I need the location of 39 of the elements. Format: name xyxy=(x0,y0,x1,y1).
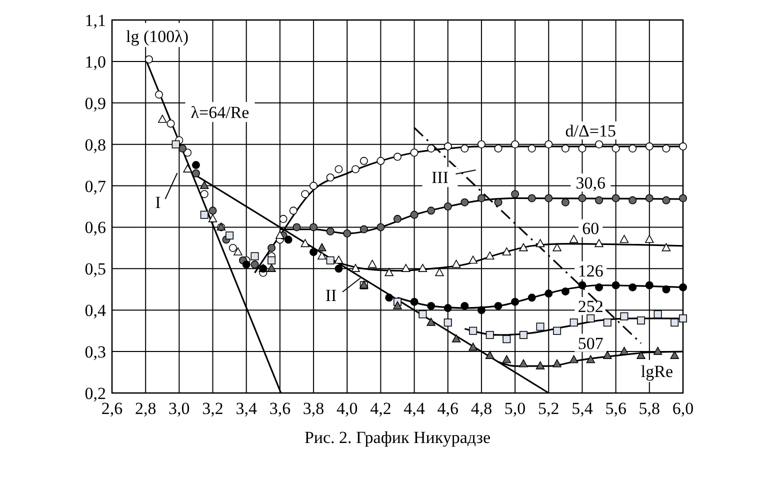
y-tick-label: 0,4 xyxy=(84,301,106,320)
series-label: 30,6 xyxy=(576,174,606,193)
series-label: d/Δ=15 xyxy=(565,121,616,140)
x-tick-label: 4,0 xyxy=(336,399,358,418)
x-tick-label: 4,6 xyxy=(437,399,459,418)
y-tick-label: 0,8 xyxy=(84,135,106,154)
y-tick-label: 0,7 xyxy=(84,176,106,196)
x-tick-label: 6,0 xyxy=(672,399,694,418)
y-tick-label: 0,6 xyxy=(84,218,106,238)
x-tick-label: 5,0 xyxy=(504,399,526,418)
x-axis-title: lgRe xyxy=(640,362,673,381)
y-tick-label: 0,5 xyxy=(84,260,106,279)
x-tick-label: 3,4 xyxy=(236,399,258,418)
annotation: III xyxy=(432,168,449,187)
x-tick-label: 3,2 xyxy=(202,399,224,418)
annotation: I xyxy=(155,193,162,212)
x-tick-label: 2,8 xyxy=(134,399,156,418)
x-tick-label: 3,6 xyxy=(269,399,291,418)
x-tick-label: 3,8 xyxy=(302,399,324,418)
series-label: 252 xyxy=(578,297,604,316)
series-label: 126 xyxy=(578,261,604,280)
x-tick-label: 4,2 xyxy=(370,399,392,418)
y-tick-label: 1,0 xyxy=(84,52,106,72)
series-label: 507 xyxy=(578,334,604,353)
x-tick-label: 5,6 xyxy=(605,399,626,418)
y-axis-title: lg (100λ) xyxy=(126,27,189,46)
x-tick-label: 5,4 xyxy=(572,399,594,418)
x-tick-label: 4,8 xyxy=(470,399,492,418)
annotation: II xyxy=(325,286,337,305)
x-tick-label: 5,8 xyxy=(638,399,660,418)
text: Рис. 2. График Никурадзе xyxy=(304,428,491,447)
series-label: 60 xyxy=(582,219,600,238)
x-tick-label: 3,0 xyxy=(168,399,190,418)
y-tick-label: 0,3 xyxy=(84,342,106,362)
y-tick-label: 0,9 xyxy=(84,94,106,113)
x-tick-label: 5,2 xyxy=(538,399,560,418)
x-tick-label: 4,4 xyxy=(404,399,426,418)
annotation: λ=64/Re xyxy=(190,103,250,122)
y-tick-label: 1,1 xyxy=(84,11,106,30)
